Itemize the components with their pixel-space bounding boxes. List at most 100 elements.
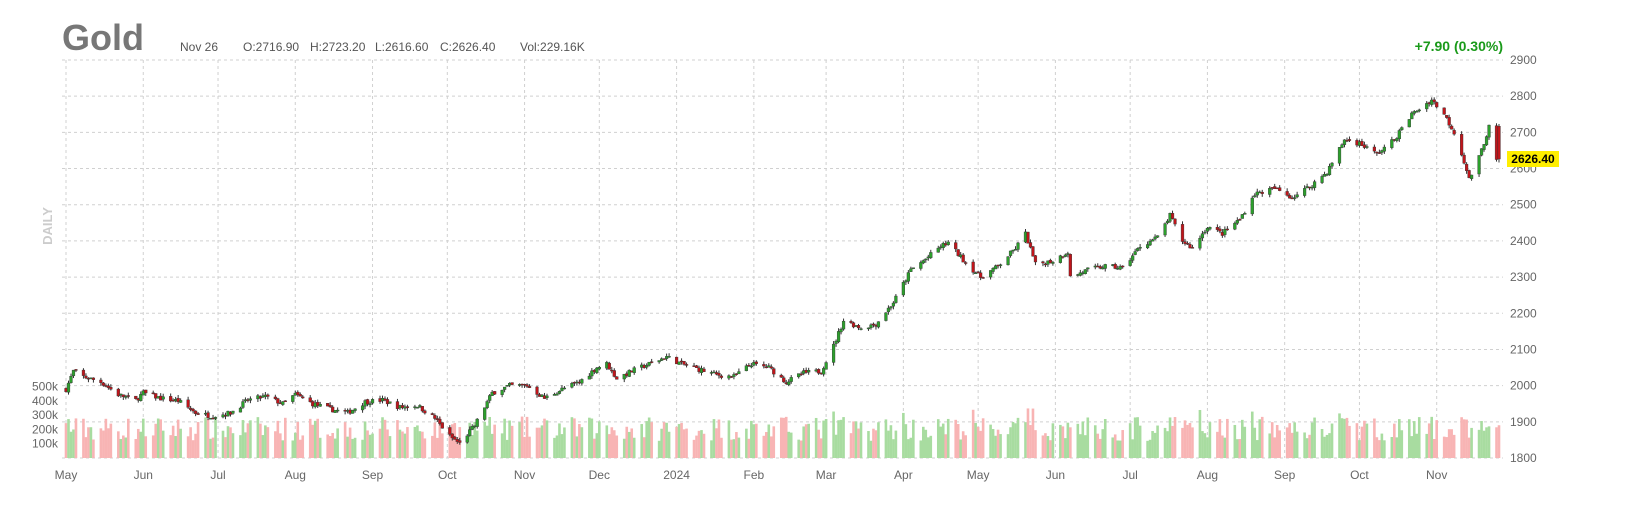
volume-bar: [1014, 423, 1017, 458]
volume-bar: [1029, 425, 1032, 458]
last-price-tag: [1507, 151, 1559, 167]
candle-body: [488, 395, 492, 401]
volume-bar: [1026, 408, 1030, 458]
candle-body: [360, 405, 365, 411]
candle-body: [1238, 219, 1242, 221]
candle-body: [797, 373, 801, 378]
price-tick-label: 1900: [1510, 415, 1537, 429]
candle-body: [891, 302, 896, 307]
volume-bar: [246, 423, 250, 458]
volume-bar: [89, 427, 93, 458]
volume-bar: [832, 411, 835, 458]
volume-bar: [1442, 436, 1446, 458]
volume-bar: [1233, 424, 1237, 458]
candle-body: [834, 340, 838, 344]
volume-bar: [1171, 425, 1174, 458]
volume-bar: [1393, 423, 1396, 458]
volume-bar: [403, 433, 407, 458]
volume-bar: [343, 422, 347, 458]
candle-body: [1397, 130, 1401, 140]
candle-body: [1410, 112, 1414, 120]
candle-body: [430, 413, 434, 415]
volume-bar: [1044, 433, 1047, 458]
time-tick-label: Nov: [1426, 468, 1447, 482]
volume-bar: [1398, 419, 1401, 458]
time-tick-label: Mar: [816, 468, 837, 482]
volume-bar: [936, 419, 940, 458]
volume-bar: [1079, 434, 1082, 458]
volume-bar: [1365, 423, 1369, 458]
volume-bar: [84, 437, 88, 458]
time-tick-label: Jul: [1122, 468, 1137, 482]
candle-body: [1028, 242, 1033, 248]
volume-bar: [1363, 420, 1366, 458]
volume-bar: [87, 427, 90, 458]
candle-body: [545, 395, 549, 398]
candle-body: [677, 361, 681, 365]
candle-body: [231, 410, 235, 414]
time-tick-label: Sep: [1274, 468, 1296, 482]
volume-bar: [1417, 417, 1421, 458]
candle-body: [856, 325, 861, 329]
volume-bar: [281, 440, 285, 458]
volume-bar: [1081, 421, 1085, 458]
volume-bar: [141, 418, 145, 458]
volume-bar: [1320, 428, 1324, 458]
volume-bar: [1218, 419, 1222, 458]
volume-bar: [625, 426, 629, 458]
volume-bar: [610, 427, 614, 458]
volume-bar: [640, 424, 643, 458]
volume-bar: [1470, 427, 1473, 458]
time-tick-label: May: [967, 468, 990, 482]
candle-body: [1497, 126, 1501, 160]
volume-bar: [762, 435, 766, 458]
candle-body: [1447, 117, 1451, 126]
volume-bar: [470, 434, 474, 458]
volume-tick-label: 100k: [32, 437, 59, 451]
volume-bar: [1308, 434, 1311, 458]
candle-body: [176, 398, 180, 402]
candle-body: [365, 399, 370, 405]
volume-bar: [1360, 426, 1364, 458]
volume-bar: [455, 439, 459, 458]
candle-body: [988, 270, 993, 278]
candle-body: [1205, 228, 1210, 232]
candle-body: [580, 379, 584, 384]
candle-body: [1131, 255, 1135, 261]
volume-bar: [465, 440, 469, 458]
volume-bar: [453, 422, 457, 458]
volume-bar: [834, 434, 838, 458]
candle-body: [769, 366, 773, 369]
volume-bar: [259, 423, 262, 458]
volume-bar: [996, 429, 1000, 458]
candle-body: [81, 369, 86, 376]
candle-body: [557, 391, 562, 394]
candle-body: [527, 386, 532, 388]
volume-bar: [117, 431, 120, 458]
volume-bar: [849, 433, 853, 458]
candle-body: [316, 401, 320, 406]
volume-bar: [1006, 434, 1010, 458]
candle-body: [238, 407, 243, 413]
volume-bar: [1066, 422, 1070, 458]
candle-body: [1138, 247, 1142, 249]
candle-body: [493, 391, 497, 395]
candle-body: [859, 328, 863, 330]
volume-bar: [944, 434, 948, 458]
volume-bar: [1432, 439, 1436, 458]
candle-body: [946, 241, 950, 245]
volume-bar: [555, 435, 559, 458]
volume-bar: [525, 416, 529, 458]
candle-body: [657, 360, 661, 363]
volume-bar: [1191, 427, 1194, 458]
candle-body: [555, 393, 559, 396]
volume-bar: [1447, 429, 1451, 458]
candle-body: [762, 364, 766, 367]
volume-bar: [473, 421, 477, 458]
candle-body: [1103, 264, 1107, 269]
candle-body: [510, 382, 514, 385]
volume-bar: [194, 433, 197, 458]
volume-bar: [645, 421, 648, 458]
